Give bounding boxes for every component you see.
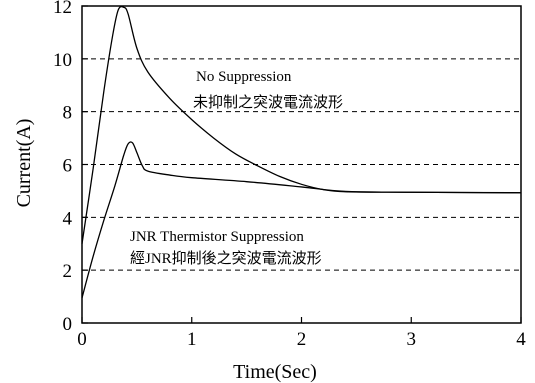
x-tick-label-4: 4: [516, 329, 526, 350]
jnr-suppression-label: JNR Thermistor Suppression: [130, 229, 304, 245]
jnr-suppression-label-zh: 經JNR抑制後之突波電流波形: [130, 250, 322, 267]
x-tick-label-1: 1: [187, 329, 197, 350]
y-tick-label-4: 4: [63, 208, 73, 229]
y-tick-label-0: 0: [63, 314, 73, 335]
y-tick-label-10: 10: [53, 50, 72, 71]
series-line-no-suppression: [81, 5, 522, 244]
x-tick-label-2: 2: [297, 329, 307, 350]
y-axis-title: Current(A): [13, 119, 35, 208]
x-tick-label-0: 0: [77, 329, 87, 350]
y-tick-label-2: 2: [63, 261, 73, 282]
y-tick-label-12: 12: [53, 0, 72, 18]
data-series: [81, 5, 522, 299]
series-line-jnr-suppression: [81, 141, 522, 299]
y-tick-label-8: 8: [63, 103, 73, 124]
no-suppression-label: No Suppression: [196, 69, 292, 85]
grid-lines: [82, 58, 521, 271]
y-tick-label-6: 6: [63, 156, 73, 177]
x-tick-label-3: 3: [407, 329, 417, 350]
no-suppression-label-zh: 未抑制之突波電流波形: [193, 94, 343, 111]
x-axis-title: Time(Sec): [233, 361, 317, 383]
